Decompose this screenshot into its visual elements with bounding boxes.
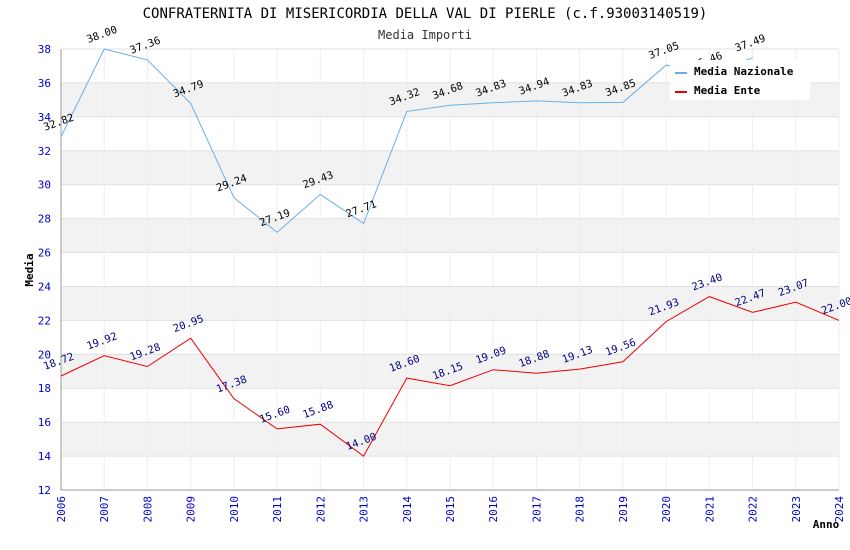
- x-tick-labels: 2006 2007 2008 2009 2010 2011 2012 2013 2014 2015…: [55, 496, 846, 523]
- series-lines: [60, 48, 840, 457]
- x-tick-label: 2020: [660, 496, 673, 523]
- y-tick-label: 16: [38, 416, 51, 429]
- legend-box: [670, 60, 810, 100]
- y-tick-label: 36: [38, 77, 51, 90]
- y-tick-label: 18: [38, 382, 51, 395]
- x-tick-label: 2014: [401, 496, 414, 523]
- grid-bands: [60, 48, 840, 491]
- y-tick-label: 14: [38, 450, 52, 463]
- x-tick-label: 2023: [790, 496, 803, 523]
- y-axis-label: Media: [23, 253, 36, 286]
- y-tick-label: 12: [38, 484, 51, 497]
- y-tick-label: 38: [38, 43, 51, 56]
- x-tick-label: 2015: [444, 496, 457, 523]
- y-tick-label: 22: [38, 314, 51, 327]
- x-tick-label: 2010: [228, 496, 241, 523]
- x-tick-label: 2007: [98, 496, 111, 523]
- y-tick-label: 28: [38, 213, 51, 226]
- legend-label-media-nazionale: Media Nazionale: [694, 65, 794, 78]
- y-tick-labels: 12 14 16 18 20 22 24 26 28 30 32 34 36 38: [38, 43, 52, 497]
- x-tick-label: 2018: [574, 496, 587, 523]
- x-tick-label: 2022: [747, 496, 760, 523]
- y-tick-label: 26: [38, 247, 51, 260]
- y-tick-label: 32: [38, 145, 51, 158]
- x-tick-label: 2011: [271, 496, 284, 523]
- legend: Media Nazionale Media Ente: [670, 60, 810, 100]
- x-tick-label: 2006: [55, 496, 68, 523]
- series-line-1: [60, 296, 840, 457]
- x-tick-label: 2016: [487, 496, 500, 523]
- chart-title: CONFRATERNITA DI MISERICORDIA DELLA VAL …: [143, 6, 708, 22]
- x-tick-label: 2008: [141, 496, 154, 523]
- y-tick-label: 20: [38, 348, 51, 361]
- y-tick-label: 34: [38, 111, 52, 124]
- y-tick-label: 30: [38, 179, 51, 192]
- data-label: 38.00: [85, 24, 119, 46]
- axes: [60, 49, 839, 491]
- x-tick-label: 2017: [530, 496, 543, 523]
- x-tick-label: 2021: [703, 496, 716, 523]
- x-tick-label: 2019: [617, 496, 630, 523]
- chart-subtitle: Media Importi: [378, 28, 472, 42]
- x-tick-label: 2024: [833, 496, 846, 523]
- series-line-0: [60, 48, 753, 234]
- x-tick-label: 2009: [185, 496, 198, 523]
- x-tick-label: 2012: [314, 496, 327, 523]
- x-axis-label: Anno: [813, 518, 840, 531]
- x-tick-label: 2013: [358, 496, 371, 523]
- legend-label-media-ente: Media Ente: [694, 84, 761, 97]
- y-tick-label: 24: [38, 280, 52, 293]
